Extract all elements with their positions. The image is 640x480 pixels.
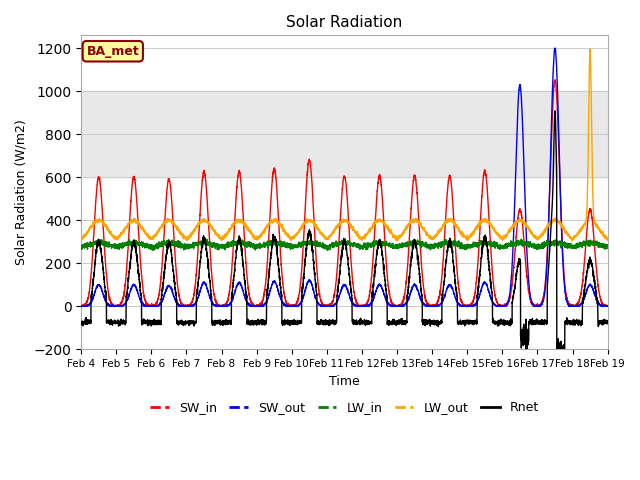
Text: BA_met: BA_met [86,45,139,58]
Bar [81,91,607,177]
Legend: SW_in, SW_out, LW_in, LW_out, Rnet: SW_in, SW_out, LW_in, LW_out, Rnet [145,396,544,420]
Y-axis label: Solar Radiation (W/m2): Solar Radiation (W/m2) [15,120,28,265]
X-axis label: Time: Time [329,374,360,387]
Title: Solar Radiation: Solar Radiation [286,15,403,30]
